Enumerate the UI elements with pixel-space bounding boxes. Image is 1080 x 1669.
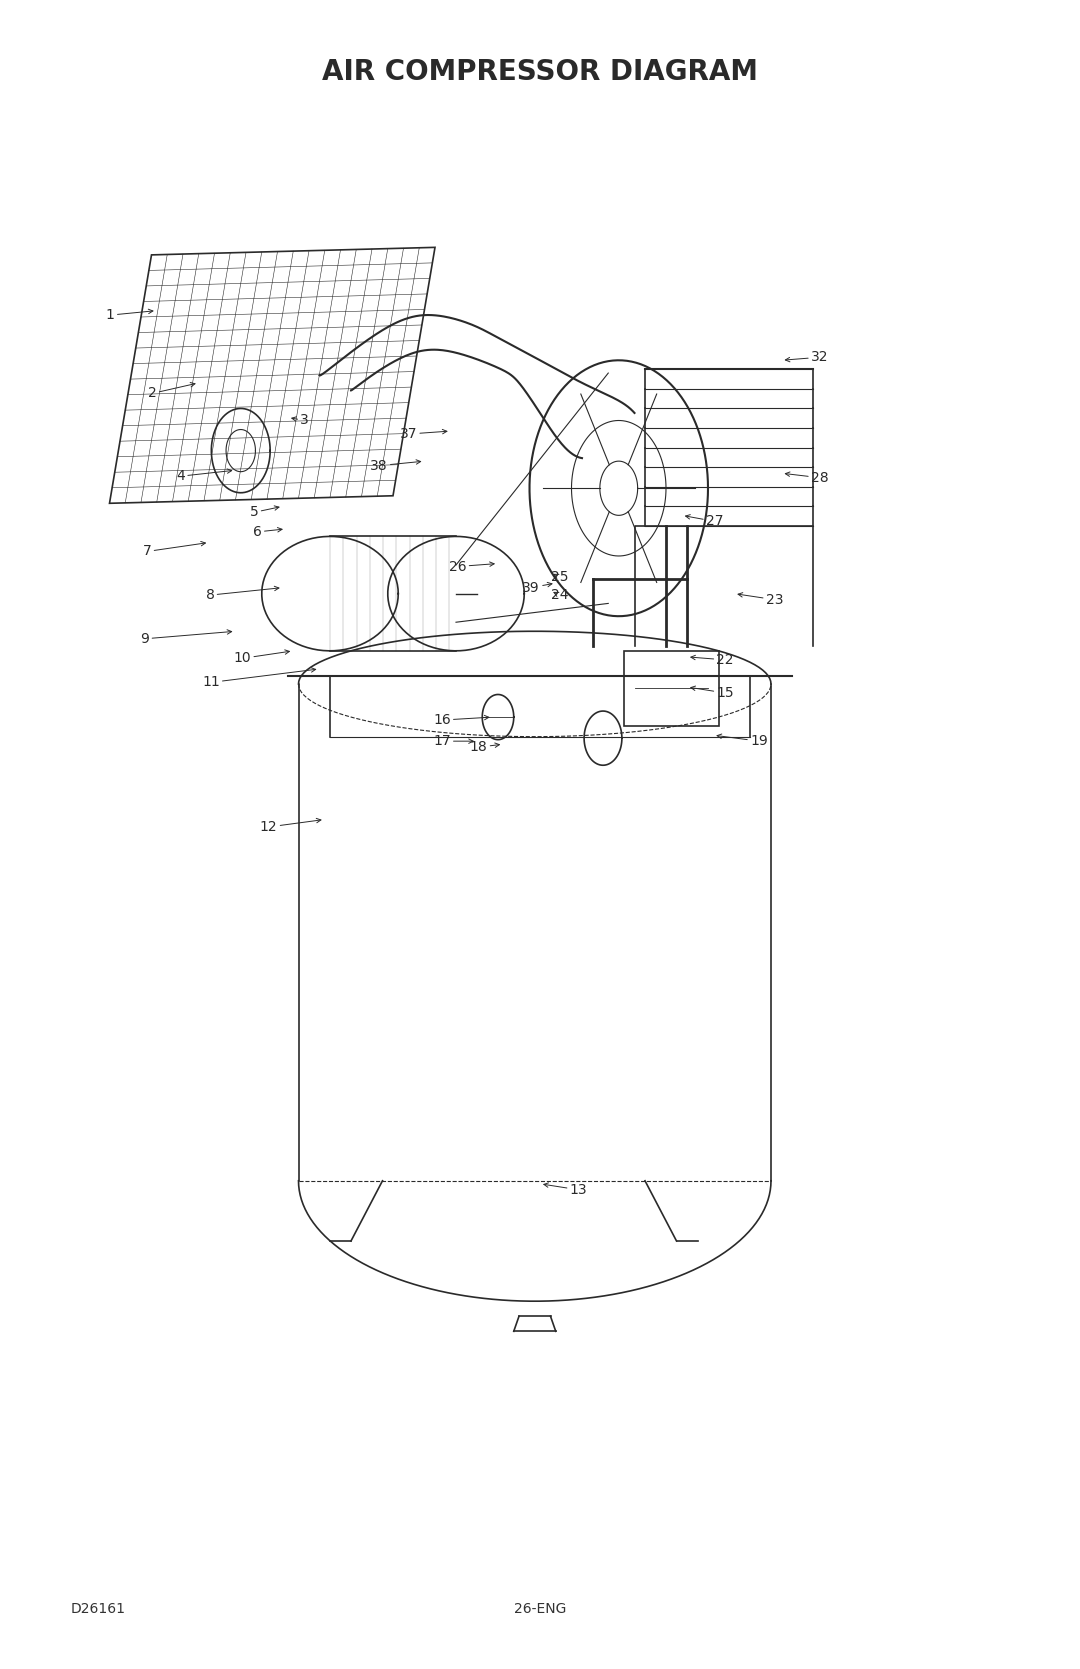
Text: 28: 28 <box>785 471 828 484</box>
Text: 26-ENG: 26-ENG <box>514 1602 566 1616</box>
Text: 17: 17 <box>433 734 473 748</box>
Text: 27: 27 <box>686 514 724 529</box>
Text: 9: 9 <box>140 629 231 646</box>
Text: 19: 19 <box>717 734 768 748</box>
Text: 10: 10 <box>233 649 289 666</box>
Text: D26161: D26161 <box>70 1602 125 1616</box>
Text: 3: 3 <box>292 414 309 427</box>
Text: 8: 8 <box>205 586 279 603</box>
Text: 23: 23 <box>738 592 783 606</box>
Text: 26: 26 <box>449 559 495 574</box>
Text: 5: 5 <box>249 506 279 519</box>
Text: 15: 15 <box>691 686 734 699</box>
Text: 12: 12 <box>260 818 321 834</box>
Text: 37: 37 <box>400 427 447 441</box>
Text: 18: 18 <box>470 739 499 754</box>
Text: 32: 32 <box>785 350 828 364</box>
Text: 25: 25 <box>551 571 568 584</box>
Text: 13: 13 <box>544 1183 588 1197</box>
Text: 24: 24 <box>551 587 568 603</box>
Text: 38: 38 <box>370 459 420 472</box>
Text: 4: 4 <box>176 469 232 484</box>
Text: 16: 16 <box>433 713 489 728</box>
Text: AIR COMPRESSOR DIAGRAM: AIR COMPRESSOR DIAGRAM <box>322 58 758 87</box>
Text: 11: 11 <box>202 668 315 689</box>
Text: 1: 1 <box>106 309 153 322</box>
Text: 6: 6 <box>253 524 282 539</box>
Text: 7: 7 <box>143 541 205 559</box>
Bar <box>624 651 718 726</box>
Text: 39: 39 <box>523 581 552 594</box>
Text: 22: 22 <box>691 653 734 668</box>
Text: 2: 2 <box>148 382 195 401</box>
